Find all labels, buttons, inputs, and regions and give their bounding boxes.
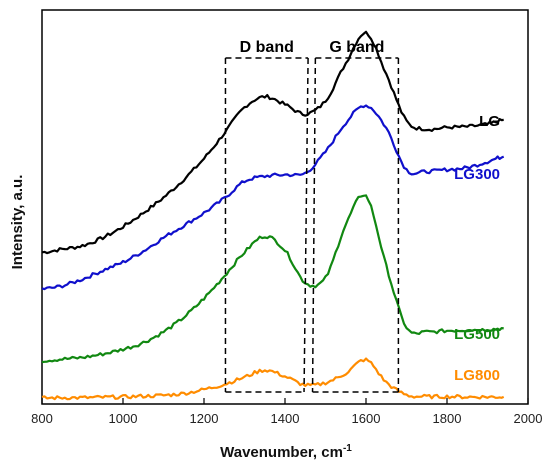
band-boxes: D band G band <box>224 39 400 393</box>
x-tick-label: 1600 <box>352 411 381 426</box>
series-label-lg300: LG300 <box>454 166 500 183</box>
series-label-lg: LG <box>479 113 500 130</box>
series-line-lg300 <box>41 104 505 291</box>
series-label-lg500: LG500 <box>454 326 500 343</box>
x-tick-label: 1200 <box>190 411 219 426</box>
series-layer <box>41 30 505 401</box>
series-labels: LG LG300 LG500 LG800 <box>454 113 500 384</box>
band-label-g: G band <box>329 39 384 56</box>
series-line-lg800 <box>41 357 505 401</box>
x-tick-label: 1800 <box>433 411 462 426</box>
band-label-d: D band <box>240 39 294 56</box>
x-tick-label: 1000 <box>109 411 138 426</box>
x-tick-label: 1400 <box>271 411 300 426</box>
series-label-lg800: LG800 <box>454 367 500 384</box>
x-axis-ticks: 800 1000 1200 1400 1600 1800 2000 <box>31 398 542 426</box>
x-tick-label: 800 <box>31 411 53 426</box>
band-box-d: D band <box>224 39 309 393</box>
band-box-g: G band <box>311 39 400 393</box>
series-line-lg500 <box>41 194 504 364</box>
x-axis-title: Wavenumber, cm-1 <box>220 443 352 461</box>
x-tick-label: 2000 <box>514 411 543 426</box>
plot-border <box>41 9 529 405</box>
series-line-lg <box>41 30 504 255</box>
plot-frame <box>41 9 529 405</box>
y-axis-title: Intensity, a.u. <box>9 175 26 270</box>
